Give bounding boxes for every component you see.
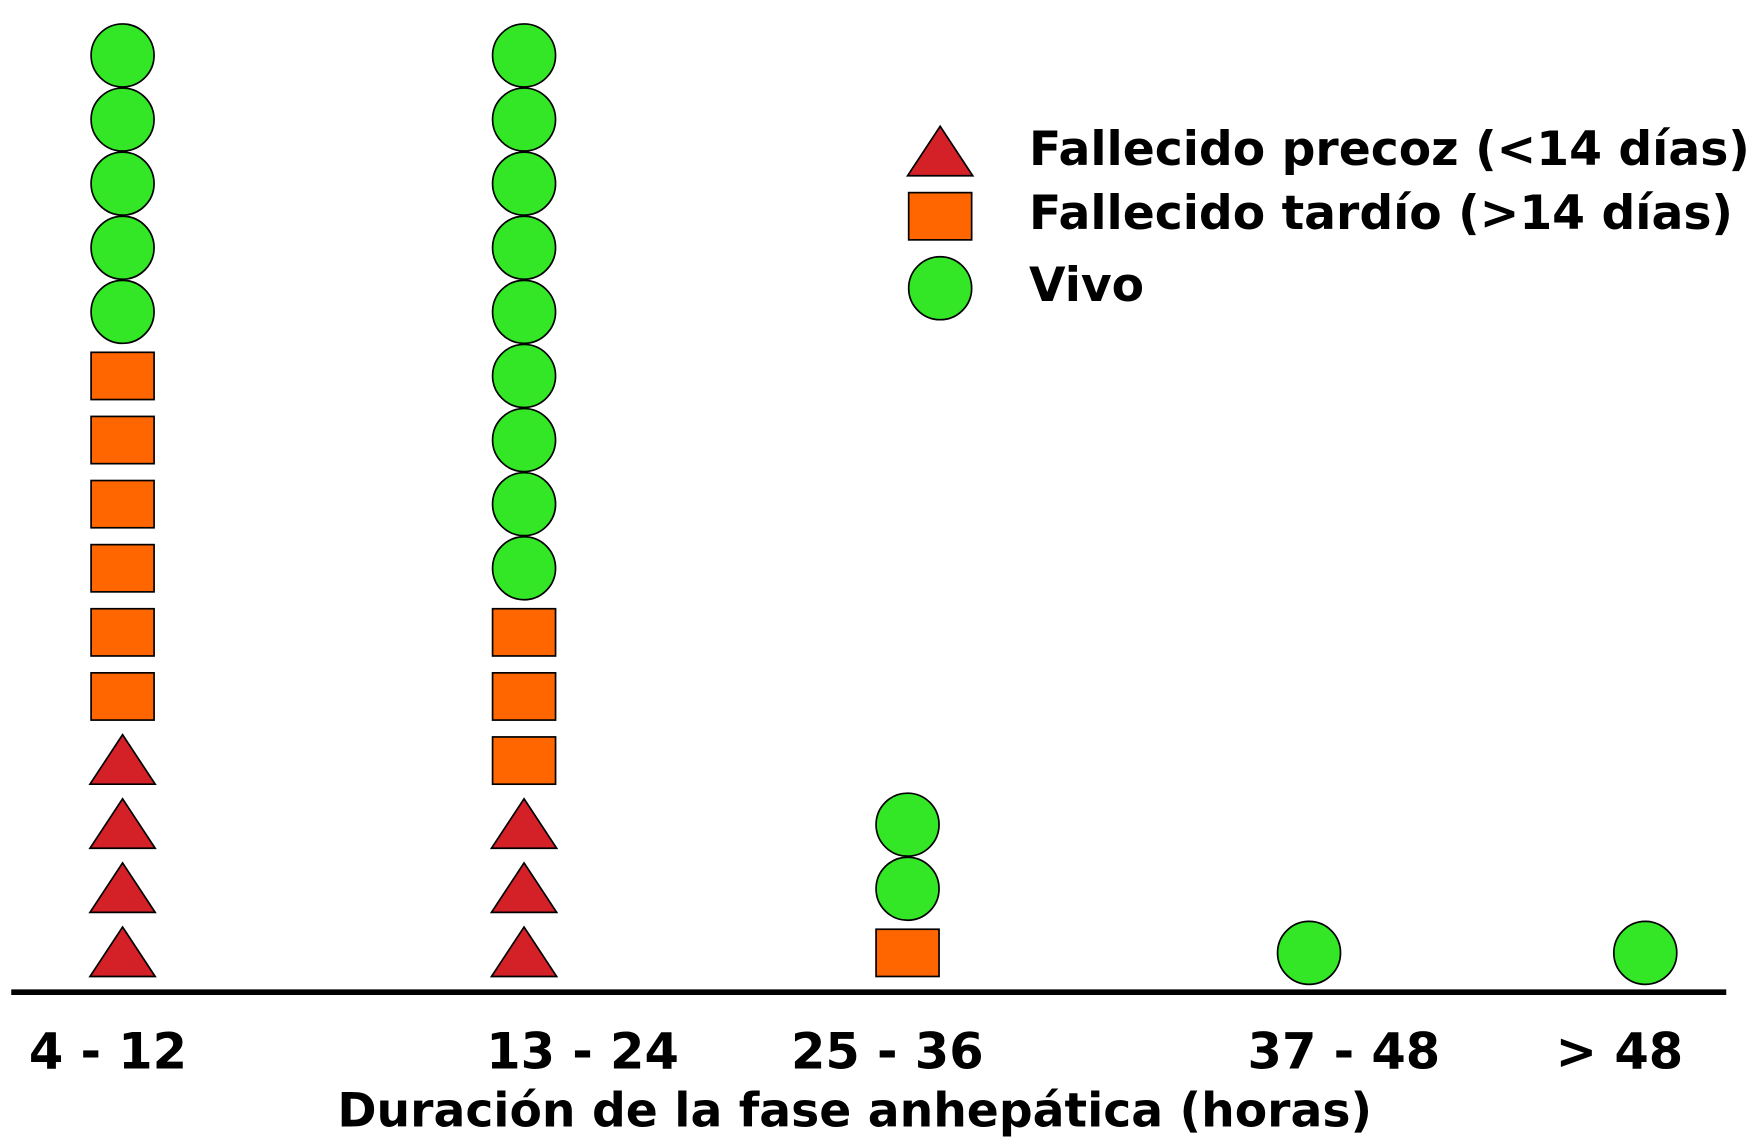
unit-marker bbox=[90, 607, 155, 657]
unit-marker bbox=[491, 471, 557, 537]
unit-marker bbox=[489, 925, 559, 978]
x-tick-label: 4 - 12 bbox=[29, 1023, 187, 1081]
unit-marker bbox=[875, 856, 940, 922]
unit-marker bbox=[1276, 920, 1342, 986]
legend-label: Fallecido tardío (>14 días) bbox=[1029, 186, 1733, 241]
x-tick-label: 37 - 48 bbox=[1248, 1023, 1441, 1081]
legend-label: Vivo bbox=[1029, 258, 1144, 313]
unit-marker bbox=[90, 151, 155, 216]
unit-marker bbox=[88, 861, 157, 914]
unit-marker bbox=[491, 87, 557, 152]
unit-marker bbox=[491, 407, 557, 473]
unit-marker bbox=[88, 925, 157, 978]
unit-marker bbox=[90, 215, 155, 281]
unit-marker bbox=[90, 543, 155, 593]
unit-marker bbox=[88, 733, 157, 786]
unit-marker bbox=[491, 535, 557, 601]
legend-marker bbox=[907, 255, 973, 321]
x-tick-label: 13 - 24 bbox=[486, 1023, 679, 1081]
x-tick-label: > 48 bbox=[1556, 1023, 1684, 1081]
unit-marker bbox=[491, 151, 557, 216]
unit-marker bbox=[491, 279, 557, 345]
unit-marker bbox=[491, 671, 557, 721]
legend-marker bbox=[905, 124, 975, 177]
unit-marker bbox=[489, 861, 559, 914]
legend-label: Fallecido precoz (<14 días) bbox=[1029, 122, 1750, 177]
unit-marker bbox=[88, 797, 157, 850]
unit-marker bbox=[90, 87, 155, 152]
legend-marker bbox=[907, 191, 973, 241]
unit-marker bbox=[491, 607, 557, 657]
unit-marker bbox=[875, 792, 940, 857]
x-axis-title: Duración de la fase anhepática (horas) bbox=[337, 1084, 1372, 1139]
unit-marker bbox=[90, 23, 155, 88]
unit-marker bbox=[90, 671, 155, 721]
unit-marker bbox=[90, 479, 155, 529]
unit-marker bbox=[875, 928, 940, 978]
x-tick-label: 25 - 36 bbox=[791, 1023, 984, 1081]
unit-marker bbox=[491, 343, 557, 409]
unit-marker bbox=[90, 351, 155, 401]
unit-marker bbox=[491, 23, 557, 88]
unit-marker bbox=[491, 215, 557, 281]
unit-marker bbox=[1612, 920, 1678, 986]
unit-marker bbox=[491, 736, 557, 786]
unit-marker bbox=[90, 279, 155, 345]
unit-marker bbox=[489, 797, 559, 850]
unit-marker bbox=[90, 415, 155, 465]
